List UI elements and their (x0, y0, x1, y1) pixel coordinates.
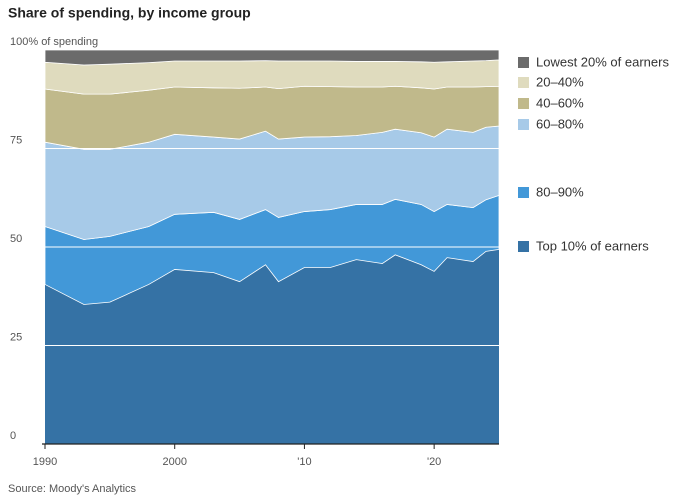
y-tick-label: 50 (10, 233, 22, 245)
source-note: Source: Moody's Analytics (8, 483, 137, 495)
legend-swatch (518, 98, 529, 109)
legend-label: 60–80% (536, 116, 584, 131)
x-tick-label: 1990 (33, 456, 57, 468)
y-tick-label: 100% of spending (10, 36, 98, 48)
x-tick-label: '20 (427, 456, 441, 468)
legend-label: Lowest 20% of earners (536, 54, 669, 69)
x-tick-label: '10 (297, 456, 311, 468)
y-tick-label: 0 (10, 430, 16, 442)
legend-swatch (518, 187, 529, 198)
legend-label: 20–40% (536, 74, 584, 89)
legend-swatch (518, 119, 529, 130)
x-tick-label: 2000 (162, 456, 186, 468)
chart-title: Share of spending, by income group (8, 5, 251, 21)
legend-swatch (518, 241, 529, 252)
legend-label: Top 10% of earners (536, 238, 649, 253)
area (45, 249, 499, 444)
area (44, 49, 500, 66)
y-tick-label: 75 (10, 134, 22, 146)
legend-swatch (518, 57, 529, 68)
legend-label: 40–60% (536, 95, 584, 110)
legend-swatch (518, 77, 529, 88)
y-tick-label: 25 (10, 331, 22, 343)
legend-label: 80–90% (536, 184, 584, 199)
